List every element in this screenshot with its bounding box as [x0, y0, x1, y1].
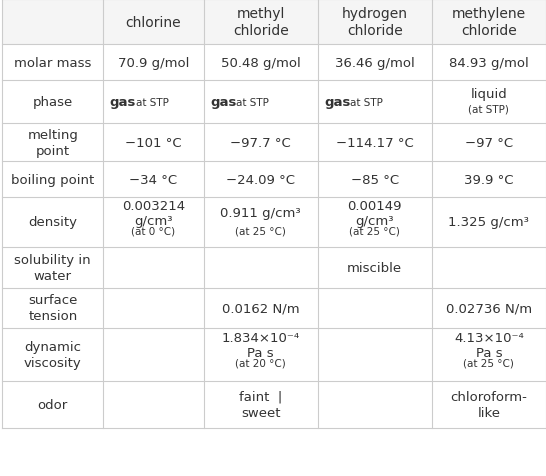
Text: −85 °C: −85 °C: [351, 173, 399, 186]
Text: melting
point: melting point: [27, 129, 78, 157]
Text: 36.46 g/mol: 36.46 g/mol: [335, 57, 414, 69]
Text: gas: gas: [210, 96, 236, 109]
Text: boiling point: boiling point: [11, 173, 94, 186]
Text: 70.9 g/mol: 70.9 g/mol: [117, 57, 189, 69]
Text: 0.00149
g/cm³: 0.00149 g/cm³: [348, 199, 402, 228]
Text: (at 25 °C): (at 25 °C): [235, 226, 286, 236]
Text: 1.834×10⁻⁴
Pa s: 1.834×10⁻⁴ Pa s: [222, 331, 300, 359]
Text: at STP: at STP: [351, 98, 383, 107]
Text: (at 25 °C): (at 25 °C): [464, 358, 514, 368]
Text: odor: odor: [38, 398, 68, 411]
Text: density: density: [28, 216, 77, 229]
Text: 0.0162 N/m: 0.0162 N/m: [222, 302, 299, 315]
Text: 84.93 g/mol: 84.93 g/mol: [449, 57, 529, 69]
Text: 1.325 g/cm³: 1.325 g/cm³: [448, 216, 530, 229]
Text: 4.13×10⁻⁴
Pa s: 4.13×10⁻⁴ Pa s: [454, 331, 524, 359]
Text: 0.003214
g/cm³: 0.003214 g/cm³: [122, 199, 185, 228]
Text: at STP: at STP: [135, 98, 169, 107]
Text: −101 °C: −101 °C: [125, 136, 182, 149]
Text: faint  |
sweet: faint | sweet: [239, 390, 282, 419]
Text: 0.02736 N/m: 0.02736 N/m: [446, 302, 532, 315]
Text: (at STP): (at STP): [468, 104, 509, 114]
Text: miscible: miscible: [347, 261, 402, 274]
Text: −114.17 °C: −114.17 °C: [336, 136, 414, 149]
Text: −34 °C: −34 °C: [129, 173, 177, 186]
Text: molar mass: molar mass: [14, 57, 91, 69]
Text: hydrogen
chloride: hydrogen chloride: [342, 7, 408, 38]
Text: liquid: liquid: [471, 88, 507, 101]
Text: −97.7 °C: −97.7 °C: [230, 136, 291, 149]
Text: phase: phase: [33, 96, 73, 109]
Bar: [3, 0, 546, 45]
Text: methylene
chloride: methylene chloride: [452, 7, 526, 38]
Text: −97 °C: −97 °C: [465, 136, 513, 149]
Text: gas: gas: [324, 96, 351, 109]
Text: methyl
chloride: methyl chloride: [233, 7, 288, 38]
Text: chlorine: chlorine: [126, 16, 181, 30]
Text: 39.9 °C: 39.9 °C: [464, 173, 514, 186]
Text: surface
tension: surface tension: [28, 294, 78, 323]
Text: at STP: at STP: [236, 98, 269, 107]
Text: solubility in
water: solubility in water: [14, 253, 91, 282]
Text: −24.09 °C: −24.09 °C: [226, 173, 295, 186]
Text: 0.911 g/cm³: 0.911 g/cm³: [221, 207, 301, 220]
Text: (at 20 °C): (at 20 °C): [235, 358, 286, 368]
Text: chloroform-
like: chloroform- like: [450, 390, 527, 419]
Text: gas: gas: [110, 96, 136, 109]
Text: (at 25 °C): (at 25 °C): [349, 226, 400, 236]
Text: 50.48 g/mol: 50.48 g/mol: [221, 57, 300, 69]
Text: dynamic
viscosity: dynamic viscosity: [24, 340, 82, 369]
Text: (at 0 °C): (at 0 °C): [131, 226, 175, 236]
